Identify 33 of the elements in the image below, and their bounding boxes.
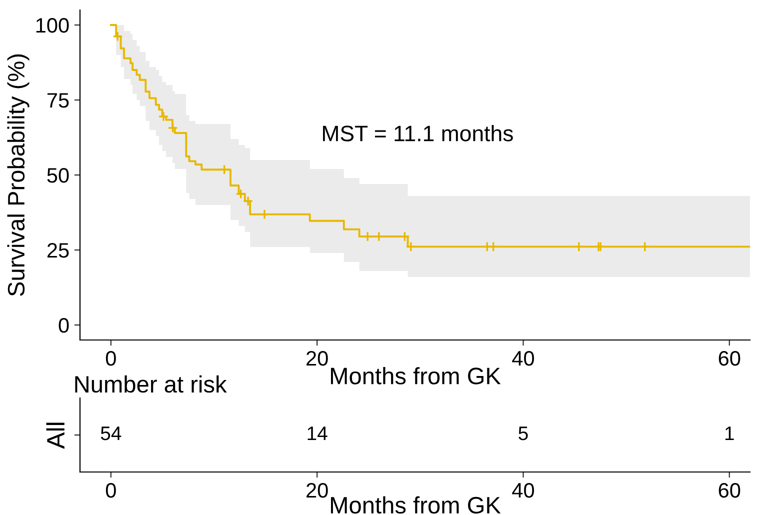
x-axis-title: Months from GK — [331, 496, 501, 514]
y-tick-label: 25 — [47, 243, 69, 258]
x-tick-label: 60 — [718, 350, 740, 366]
x-tick-label: 0 — [106, 482, 116, 498]
x-tick-label: 0 — [106, 350, 116, 366]
point — [259, 209, 270, 220]
chart-title: Number at risk — [75, 375, 227, 393]
point — [158, 111, 169, 122]
point — [112, 31, 123, 42]
data-label: 1 — [725, 426, 734, 440]
point — [168, 122, 178, 134]
x-tick-label: 40 — [512, 482, 534, 498]
y-axis-title: Survival Probability (%) — [7, 54, 30, 296]
x-tick-label: 20 — [306, 482, 328, 498]
x-tick-label: 20 — [306, 350, 328, 366]
x-tick-label: 60 — [718, 482, 740, 498]
y-tick-label: 0 — [58, 318, 69, 333]
data-label: 54 — [100, 426, 122, 440]
y-tick-label: 50 — [47, 168, 69, 183]
y-tick-label: All — [46, 422, 64, 449]
y-tick-label: 75 — [47, 93, 69, 108]
annotation: MST = 11.1 months — [323, 125, 513, 142]
point — [488, 241, 499, 252]
point — [242, 196, 254, 206]
y-tick-label: 100 — [36, 18, 69, 33]
data-label: 14 — [308, 426, 328, 440]
point — [640, 241, 650, 252]
point — [574, 241, 584, 252]
x-axis-title: Months from GK — [331, 367, 501, 384]
point — [219, 164, 230, 175]
point — [406, 241, 416, 252]
data-label: 5 — [518, 426, 528, 440]
x-tick-label: 40 — [512, 350, 534, 366]
